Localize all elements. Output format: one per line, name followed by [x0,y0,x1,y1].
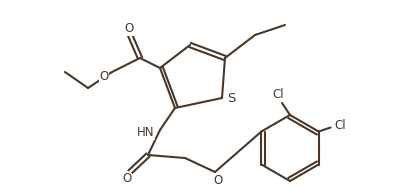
Text: Cl: Cl [335,119,346,132]
Text: Cl: Cl [272,89,284,102]
Text: O: O [122,173,132,185]
Text: HN: HN [137,126,155,140]
Text: O: O [124,23,134,36]
Text: S: S [227,92,235,106]
Text: O: O [213,174,223,186]
Text: O: O [100,69,109,82]
